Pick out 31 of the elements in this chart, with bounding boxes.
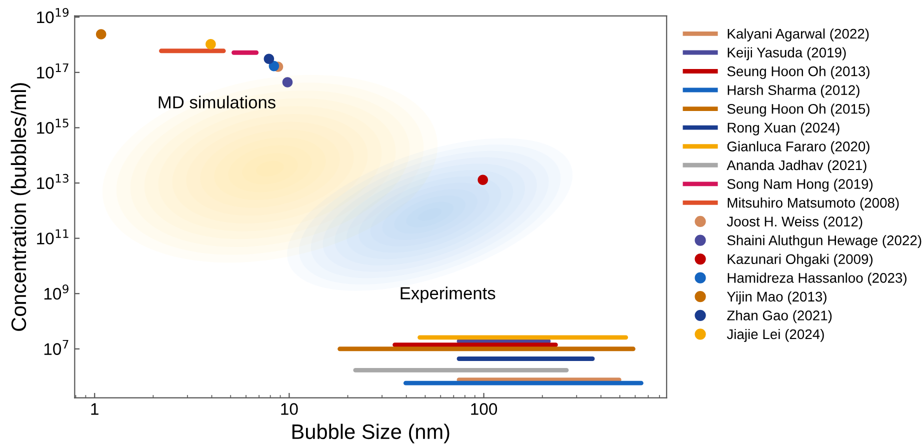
legend-label: Joost H. Weiss (2012) [726, 216, 862, 230]
y-tick-label: 10$^{13}$ [37, 174, 68, 190]
y-tick-label: 10$^{11}$ [37, 229, 68, 244]
legend-label: Ananda Jadhav (2021) [726, 160, 866, 173]
y-axis-title: Concentration (bubbles/ml) [10, 83, 30, 331]
legend-label: Hamidreza Hassanloo (2023) [728, 272, 906, 286]
legend-label: Song Nam Hong (2019) [727, 178, 873, 192]
legend-label: Harsh Sharma (2012) [728, 84, 860, 98]
y-tick-label: 10$^{7}$ [44, 340, 68, 355]
legend-label: Seung Hoon Oh (2015) [727, 104, 870, 117]
y-tick-label: 10$^{17}$ [37, 63, 68, 79]
legend-label: Gianluca Fararo (2020) [727, 141, 870, 154]
y-tick-label: 10$^{9}$ [44, 284, 68, 300]
legend-label: Keiji Yasuda (2019) [728, 47, 846, 60]
y-tick-label: 10$^{19}$ [37, 8, 69, 24]
x-tick-label: 10 [281, 403, 298, 415]
x-tick-label: 1 [91, 403, 98, 415]
legend-label: Rong Xuan (2024) [728, 122, 840, 136]
legend-label: Yijin Mao (2013) [727, 291, 826, 304]
legend-label: Seung Hoon Oh (2013) [727, 66, 870, 79]
legend-label: Zhan Gao (2021) [727, 310, 832, 324]
legend-label: Kalyani Agarwal (2022) [728, 28, 869, 42]
legend-label: Jiajie Lei (2024) [726, 328, 824, 342]
annotation: Experiments [400, 286, 496, 303]
annotation: MD simulations [158, 96, 276, 108]
y-tick-label: 10$^{15}$ [37, 118, 68, 134]
x-tick-label: 100 [471, 403, 498, 415]
x-axis-title: Bubble Size (nm) [292, 424, 450, 444]
legend-label: Kazunari Ohgaki (2009) [728, 254, 873, 267]
legend-label: Shaini Aluthgun Hewage (2022) [727, 235, 922, 248]
legend-label: Mitsuhiro Matsumoto (2008) [728, 198, 899, 210]
